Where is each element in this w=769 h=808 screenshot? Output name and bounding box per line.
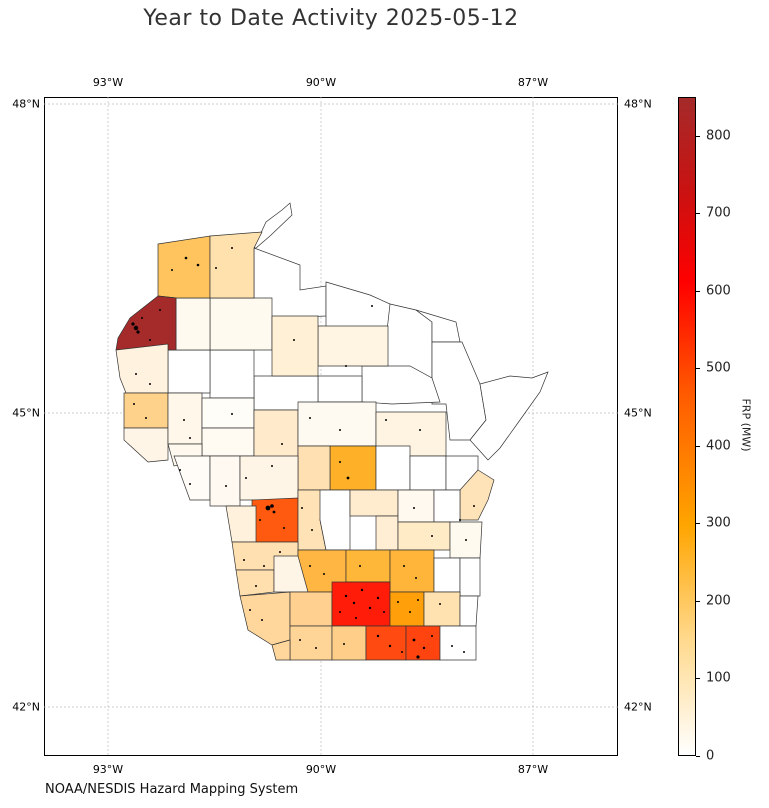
colorbar-tick-label: 400 <box>706 438 731 454</box>
lat-tick-right: 42°N <box>624 700 652 714</box>
lat-tick-left: 42°N <box>12 700 40 714</box>
frp-colorbar <box>678 97 696 756</box>
colorbar-tick-mark <box>696 135 700 137</box>
colorbar-tick-mark <box>696 678 700 680</box>
lat-tick-right: 45°N <box>624 406 652 420</box>
colorbar-tick-label: 100 <box>706 670 731 686</box>
map-frame <box>44 97 618 756</box>
lon-tick-bottom: 87°W <box>517 763 549 776</box>
map-title: Year to Date Activity 2025-05-12 <box>143 6 519 31</box>
colorbar-tick-mark <box>696 445 700 447</box>
colorbar-tick-label: 300 <box>706 515 731 531</box>
lon-tick-top: 87°W <box>517 76 549 89</box>
colorbar-tick-label: 800 <box>706 128 731 144</box>
lon-tick-bottom: 93°W <box>92 763 124 776</box>
colorbar-tick-mark <box>696 368 700 370</box>
colorbar-tick-mark <box>696 213 700 215</box>
lat-tick-left: 48°N <box>12 97 40 111</box>
lat-tick-right: 48°N <box>624 97 652 111</box>
colorbar-tick-mark <box>696 600 700 602</box>
lat-tick-left: 45°N <box>12 406 40 420</box>
colorbar-tick-mark <box>696 290 700 292</box>
lon-tick-top: 93°W <box>92 76 124 89</box>
colorbar-tick-label: 200 <box>706 593 731 609</box>
colorbar-tick-label: 500 <box>706 360 731 376</box>
colorbar-label: FRP (MW) <box>739 398 753 452</box>
source-credit: NOAA/NESDIS Hazard Mapping System <box>45 782 299 797</box>
colorbar-tick-label: 700 <box>706 205 731 221</box>
colorbar-tick-mark <box>696 756 700 757</box>
colorbar-tick-label: 600 <box>706 283 731 299</box>
colorbar-tick-label: 0 <box>706 748 715 764</box>
lon-tick-bottom: 90°W <box>305 763 337 776</box>
colorbar-tick-mark <box>696 523 700 525</box>
lon-tick-top: 90°W <box>305 76 337 89</box>
